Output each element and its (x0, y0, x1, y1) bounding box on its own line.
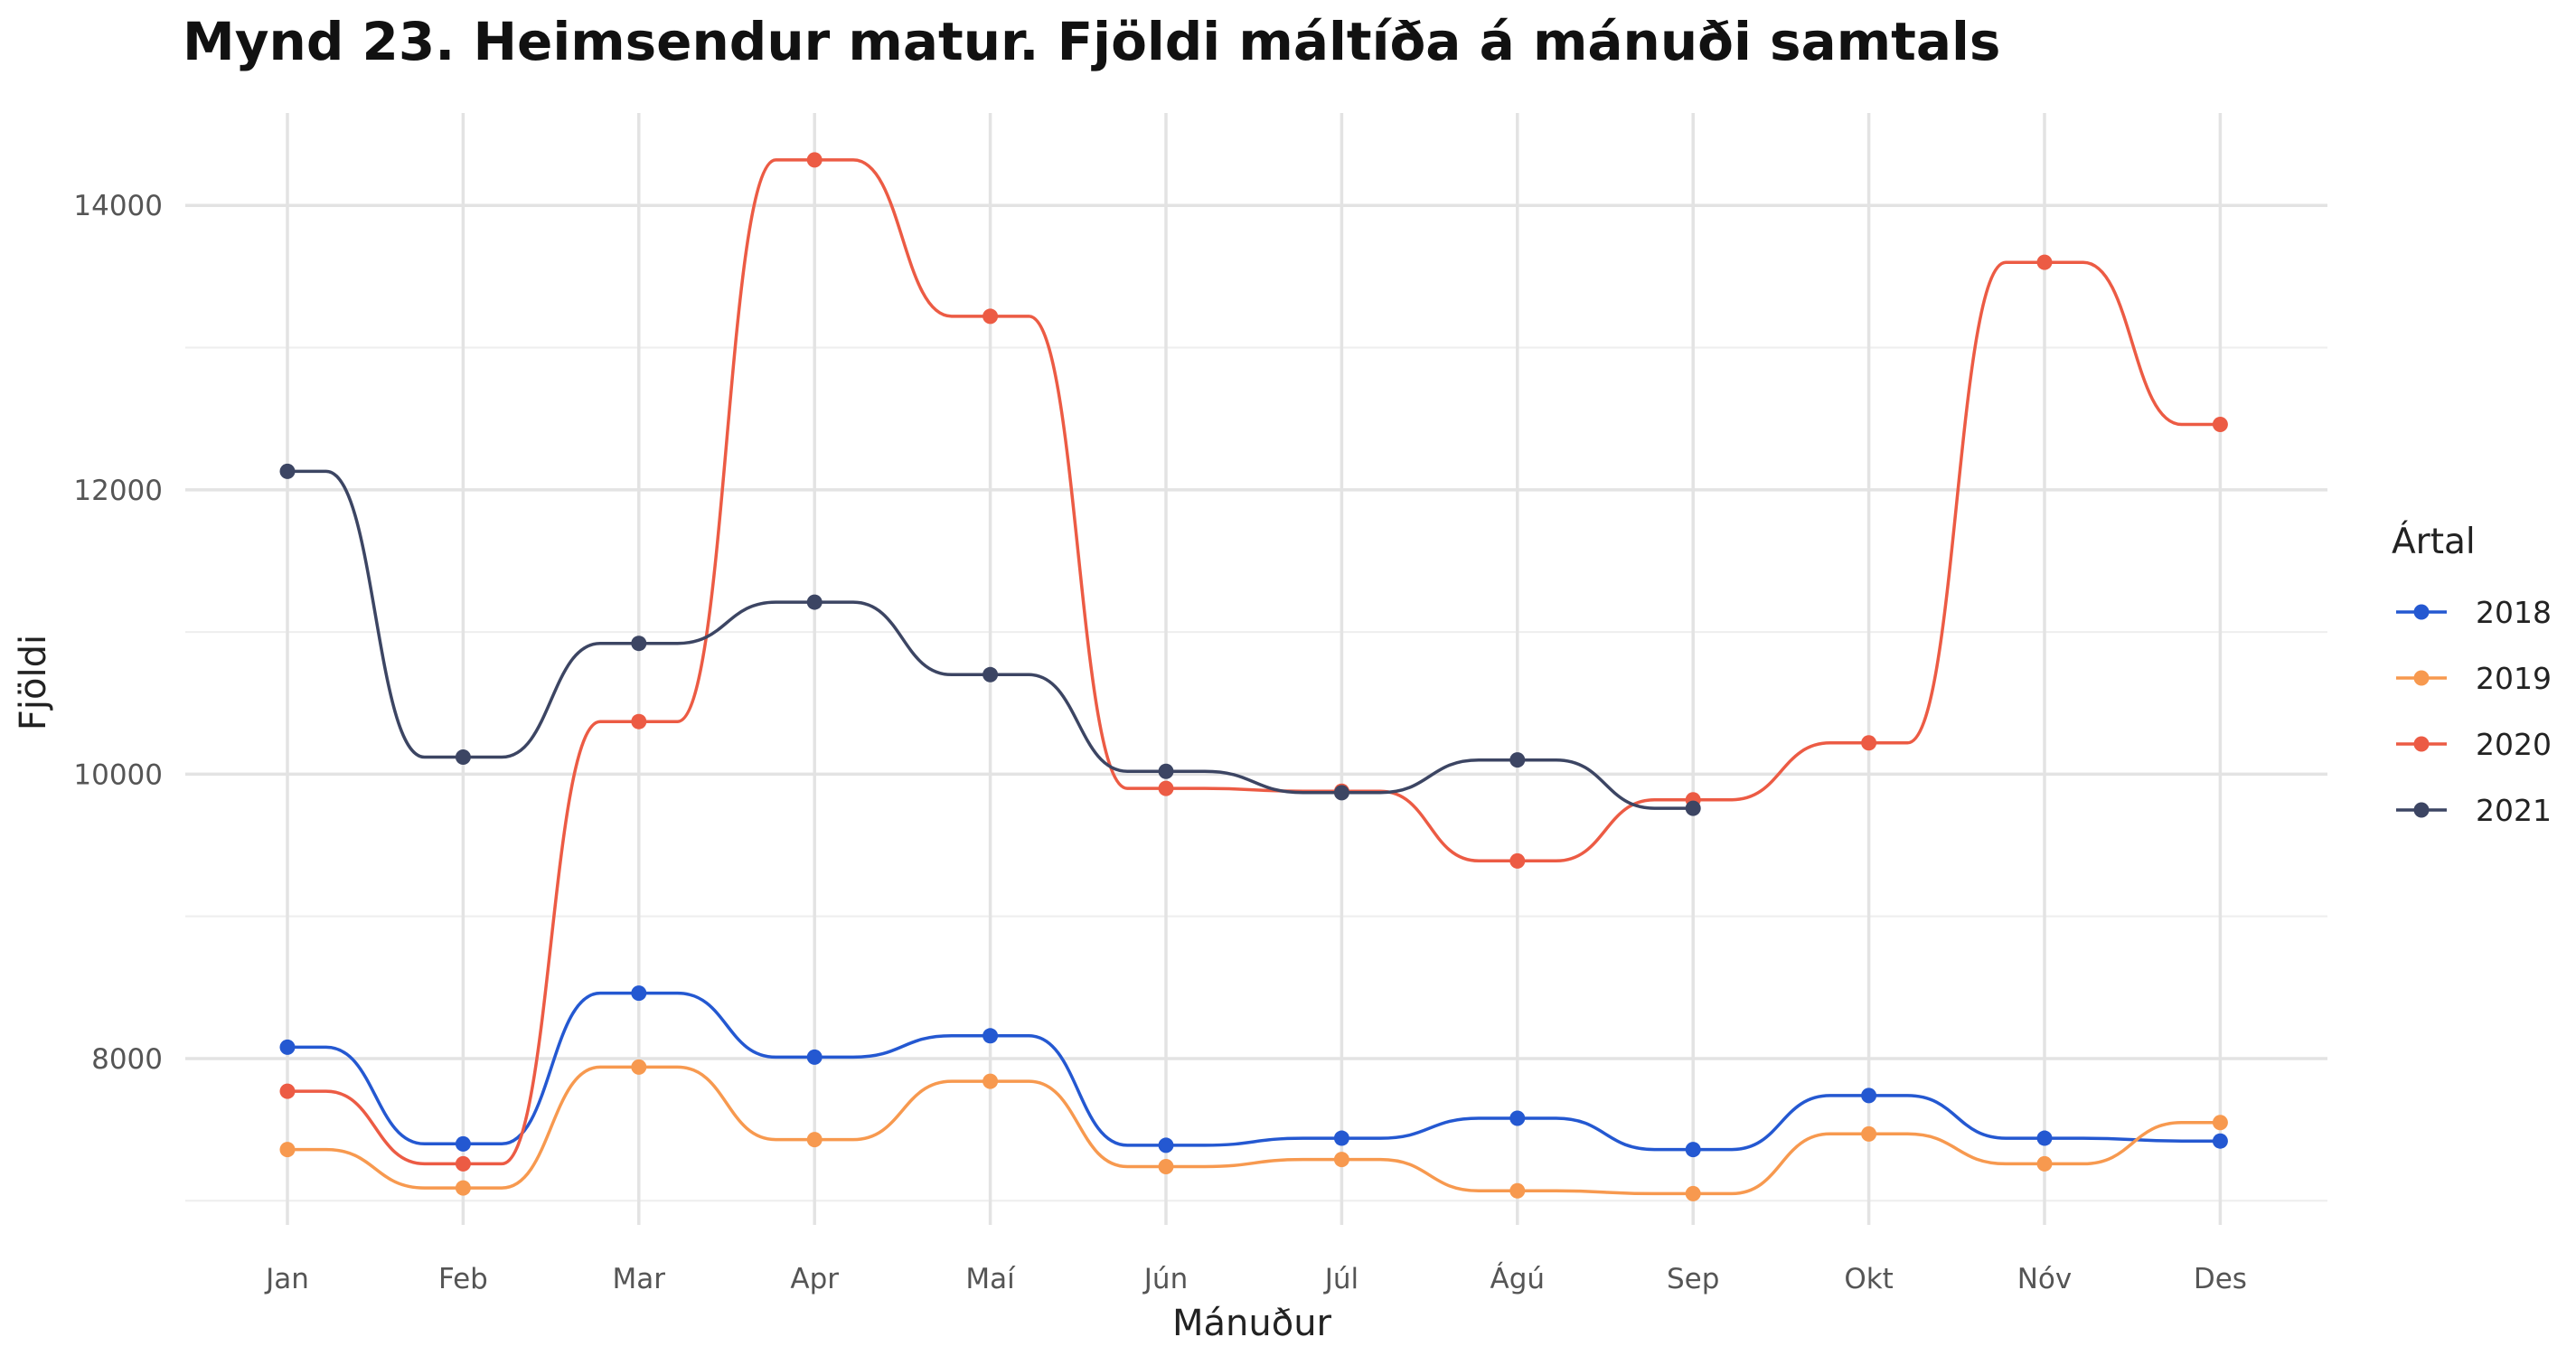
legend-label: 2021 (2476, 793, 2552, 828)
legend-label: 2018 (2476, 595, 2552, 630)
y-tick-label: 12000 (73, 475, 163, 507)
data-point-2020 (982, 308, 999, 325)
data-point-2019 (1333, 1152, 1349, 1168)
legend-key-point (2413, 604, 2430, 620)
data-point-2020 (806, 152, 823, 168)
data-point-2019 (2212, 1115, 2228, 1131)
data-point-2018 (1158, 1137, 1174, 1154)
data-point-2018 (806, 1049, 823, 1065)
data-point-2019 (455, 1180, 471, 1196)
x-tick-label: Jún (1142, 1263, 1188, 1295)
grid-lines (185, 113, 2327, 1225)
data-point-2020 (2212, 416, 2228, 432)
data-point-2019 (631, 1059, 647, 1075)
legend-key-point (2413, 736, 2430, 752)
data-point-2018 (2212, 1133, 2228, 1149)
x-tick-label: Sep (1667, 1263, 1719, 1295)
data-point-2020 (631, 713, 647, 730)
data-point-2018 (1861, 1088, 1877, 1104)
data-point-2019 (806, 1132, 823, 1148)
legend: Ártal 2018 2019 2020 2021 (2392, 520, 2552, 828)
x-tick-label: Ágú (1490, 1263, 1546, 1295)
data-point-2020 (1509, 852, 1526, 869)
data-series (279, 152, 2228, 1201)
legend-label: 2020 (2476, 727, 2552, 762)
data-point-2018 (2036, 1130, 2053, 1146)
x-tick-label: Apr (790, 1263, 839, 1295)
x-axis-title: Mánuður (1172, 1303, 1332, 1344)
x-tick-label: Feb (438, 1263, 488, 1295)
data-point-2019 (1158, 1159, 1174, 1175)
data-point-2018 (1685, 1142, 1701, 1158)
data-point-2020 (279, 1083, 296, 1099)
data-point-2021 (982, 666, 999, 683)
series-line-2020 (287, 158, 2221, 1166)
data-point-2021 (806, 594, 823, 610)
x-tick-label: Maí (965, 1263, 1016, 1295)
data-point-2018 (982, 1028, 999, 1044)
data-point-2020 (1861, 735, 1877, 751)
series-line-2019 (287, 1065, 2221, 1196)
series-line-2018 (287, 991, 2221, 1152)
data-point-2019 (1685, 1185, 1701, 1201)
legend-title: Ártal (2392, 520, 2476, 562)
data-point-2020 (1158, 780, 1174, 796)
data-point-2021 (1158, 763, 1174, 779)
x-tick-label: Mar (613, 1263, 666, 1295)
data-point-2021 (1509, 752, 1526, 768)
data-point-2021 (1333, 785, 1349, 801)
data-point-2021 (279, 463, 296, 479)
data-point-2019 (1861, 1125, 1877, 1142)
data-point-2019 (279, 1142, 296, 1158)
chart-title: Mynd 23. Heimsendur matur. Fjöldi máltíð… (183, 11, 2000, 72)
legend-key-point (2413, 802, 2430, 818)
data-point-2020 (455, 1155, 471, 1172)
x-tick-label: Okt (1844, 1263, 1894, 1295)
data-point-2021 (631, 636, 647, 652)
legend-label: 2019 (2476, 661, 2552, 696)
axis-tick-labels: 8000 10000 12000 14000 Jan Feb Mar Apr Maí Jún Júl… (73, 190, 2247, 1295)
data-point-2018 (455, 1135, 471, 1152)
x-tick-label: Des (2194, 1263, 2247, 1295)
x-tick-label: Jan (264, 1263, 309, 1295)
data-point-2020 (2036, 254, 2053, 270)
legend-key-point (2413, 670, 2430, 686)
data-point-2019 (982, 1073, 999, 1089)
data-point-2019 (1509, 1182, 1526, 1199)
y-axis-title: Fjöldi (13, 635, 54, 730)
y-tick-label: 8000 (91, 1043, 163, 1076)
data-point-2018 (631, 985, 647, 1002)
y-tick-label: 14000 (73, 190, 163, 222)
data-point-2018 (1333, 1130, 1349, 1146)
x-tick-label: Nóv (2017, 1263, 2073, 1295)
data-point-2019 (2036, 1155, 2053, 1172)
data-point-2021 (455, 749, 471, 766)
x-tick-label: Júl (1323, 1263, 1359, 1295)
data-point-2018 (1509, 1110, 1526, 1126)
data-point-2021 (1685, 800, 1701, 816)
y-tick-label: 10000 (73, 758, 163, 791)
data-point-2018 (279, 1039, 296, 1055)
